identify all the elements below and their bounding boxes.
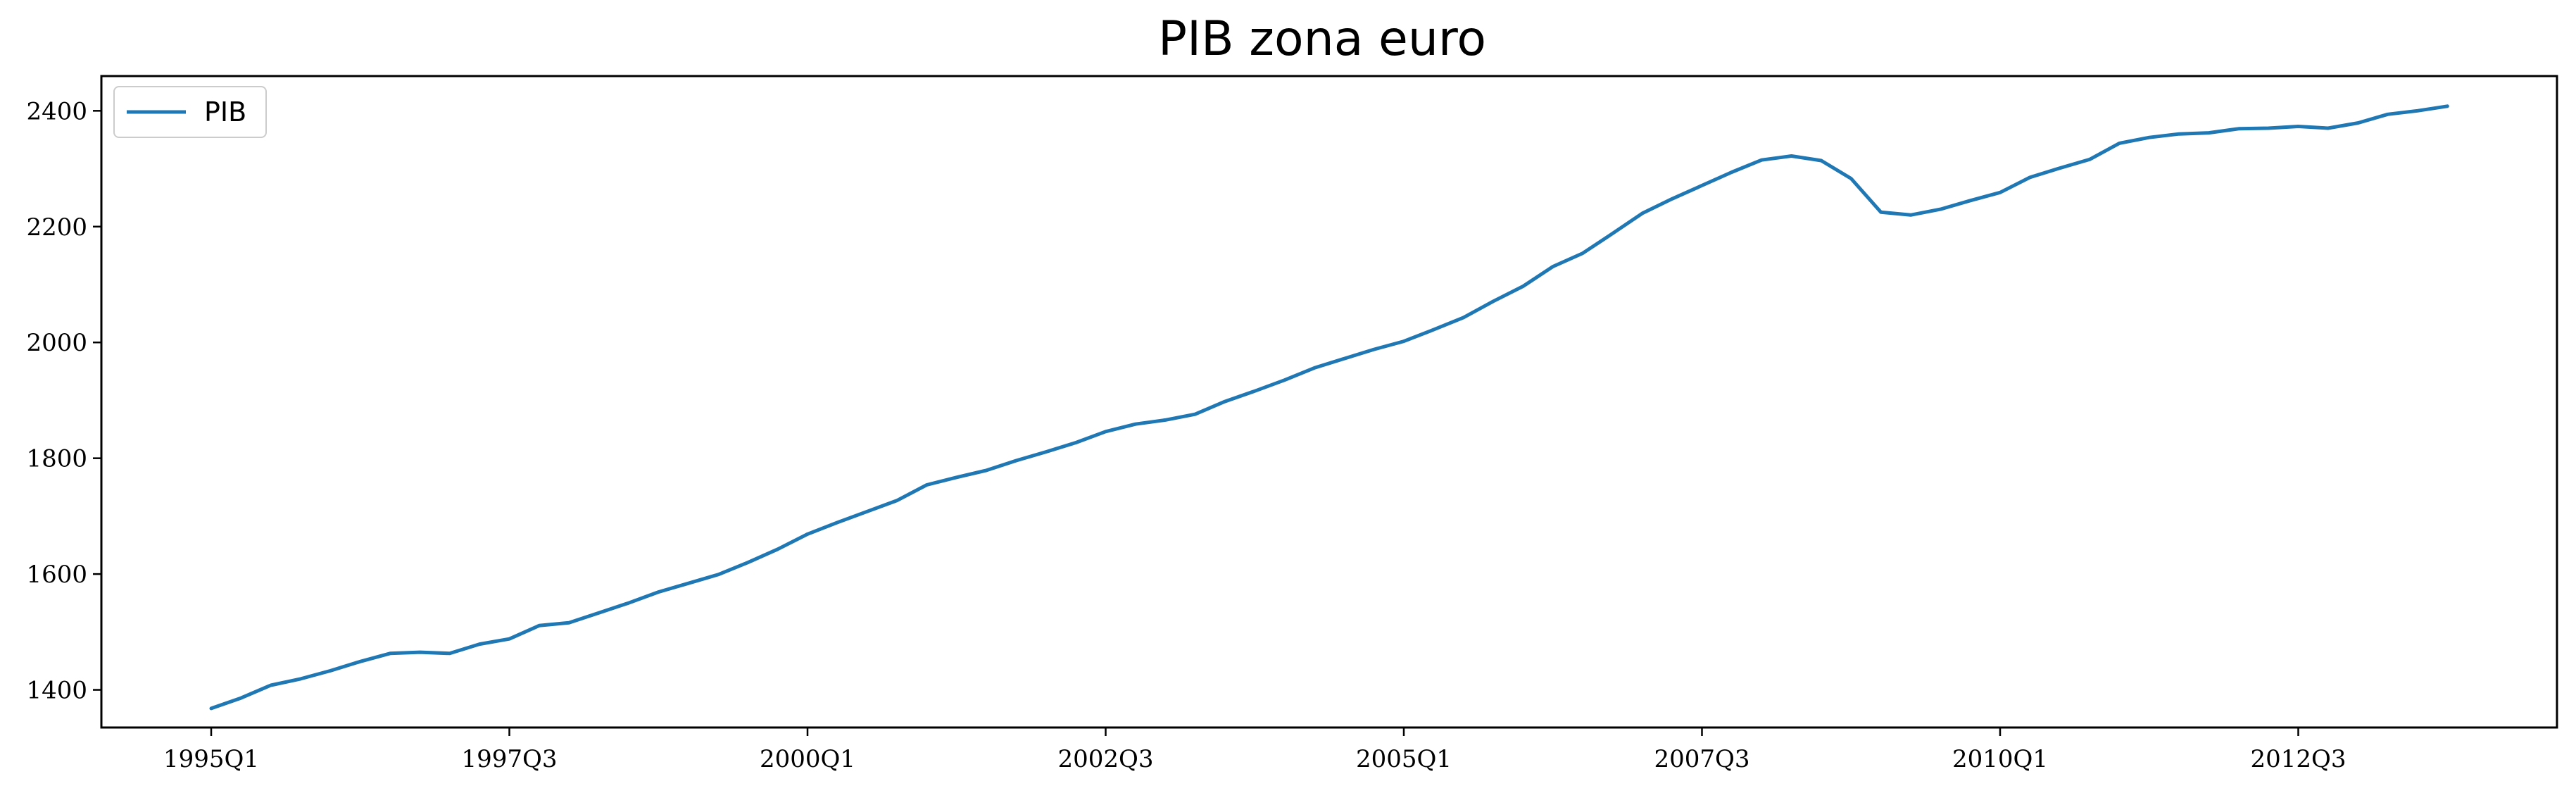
x-axis: 1995Q1 1997Q3 2000Q1 2002Q3 2005Q1 2007Q3 2010… xyxy=(163,728,2346,773)
y-tick-label: 1800 xyxy=(26,445,87,473)
x-tick-label: 2002Q3 xyxy=(1057,745,1153,773)
x-tick-label: 1997Q3 xyxy=(461,745,557,773)
x-tick-label: 2007Q3 xyxy=(1654,745,1749,773)
chart-title: PIB zona euro xyxy=(1158,11,1486,67)
x-tick-label: 2012Q3 xyxy=(2250,745,2346,773)
x-tick-label: 2010Q1 xyxy=(1952,745,2048,773)
y-tick-label: 2000 xyxy=(26,329,87,357)
y-tick-label: 2400 xyxy=(26,97,87,125)
legend-label: PIB xyxy=(204,96,246,127)
legend: PIB xyxy=(113,86,267,138)
x-tick-label: 1995Q1 xyxy=(163,745,259,773)
y-tick-label: 1400 xyxy=(26,677,87,705)
plot-area xyxy=(100,75,2558,729)
x-tick-label: 2005Q1 xyxy=(1356,745,1452,773)
legend-box xyxy=(113,86,267,138)
y-axis: 1400 1600 1800 2000 2200 2400 xyxy=(26,97,101,705)
y-tick-label: 1600 xyxy=(26,561,87,589)
series-layer xyxy=(209,104,2449,711)
y-tick-label: 2200 xyxy=(26,213,87,242)
series-line-pib xyxy=(209,104,2449,711)
x-tick-label: 2000Q1 xyxy=(760,745,855,773)
